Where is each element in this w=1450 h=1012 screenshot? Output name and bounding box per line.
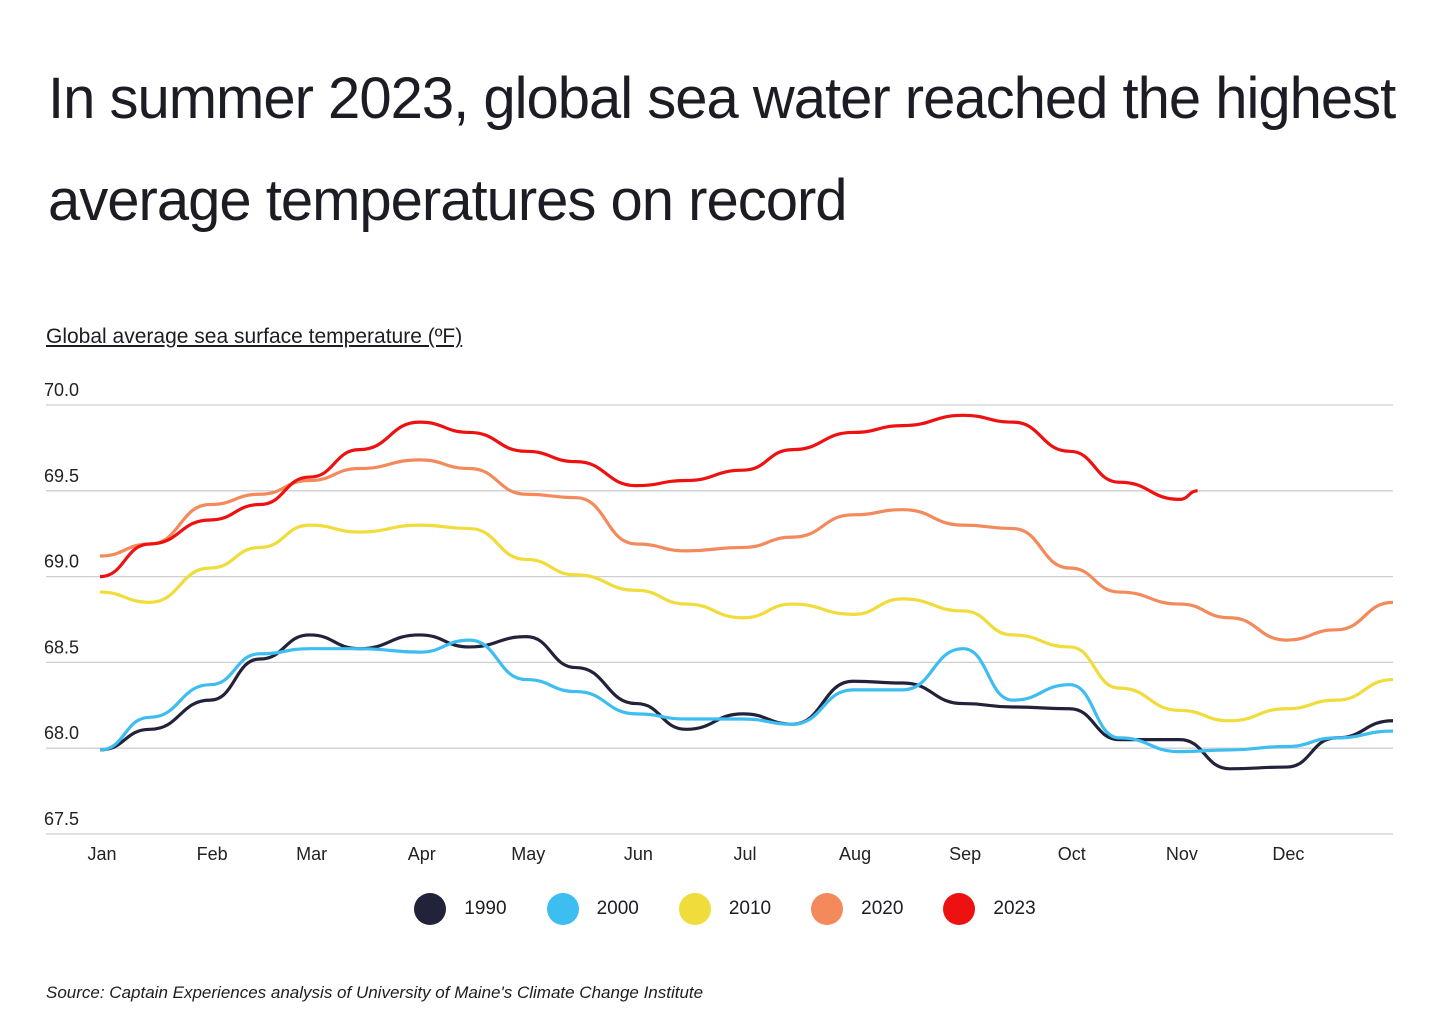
- x-tick-label: Jun: [624, 844, 653, 864]
- legend-label: 2010: [728, 898, 772, 919]
- series-line-1990: [99, 633, 1394, 771]
- x-tick-label: Mar: [296, 844, 327, 864]
- y-tick-label: 67.5: [44, 809, 79, 829]
- x-tick-label: Feb: [197, 844, 228, 864]
- x-tick-label: May: [511, 844, 545, 864]
- x-tick-label: Jan: [87, 844, 116, 864]
- y-tick-label: 69.5: [44, 466, 79, 486]
- x-tick-label: Nov: [1166, 844, 1198, 864]
- legend-swatch-2023: [943, 893, 976, 925]
- legend-item-2010: 2010: [678, 893, 772, 925]
- legend-label: 2020: [861, 898, 904, 919]
- x-tick-label: Oct: [1058, 844, 1086, 864]
- y-tick-label: 69.0: [44, 552, 79, 572]
- x-tick-label: Jul: [733, 844, 756, 864]
- x-tick-label: Apr: [408, 844, 436, 864]
- legend: 1990 2000 2010 2020 2023: [0, 893, 1450, 925]
- series-line-2010: [99, 523, 1394, 723]
- y-axis-label: Global average sea surface temperature (…: [46, 325, 463, 348]
- x-tick-label: Sep: [949, 844, 981, 864]
- legend-swatch-1990: [414, 893, 447, 925]
- legend-label: 2023: [993, 898, 1036, 919]
- legend-item-2020: 2020: [811, 893, 903, 925]
- y-tick-label: 68.5: [44, 637, 79, 657]
- legend-item-1990: 1990: [414, 893, 507, 925]
- legend-swatch-2000: [546, 893, 579, 925]
- line-chart: 70.0 69.5 69.0 68.5 68.0 67.5 Jan Feb Mar Apr May J…: [44, 380, 1394, 864]
- legend-item-2023: 2023: [943, 893, 1036, 925]
- series-line-2020: [99, 458, 1394, 642]
- legend-swatch-2010: [678, 893, 711, 925]
- x-tick-label: Aug: [839, 844, 871, 864]
- chart-title: In summer 2023, global sea water reached…: [48, 66, 1396, 233]
- series-line-2000: [99, 638, 1394, 754]
- y-tick-label: 70.0: [44, 380, 79, 400]
- legend-label: 2000: [596, 898, 639, 919]
- legend-swatch-2020: [811, 893, 844, 925]
- legend-item-2000: 2000: [546, 893, 639, 925]
- series-line-2023: [99, 413, 1198, 579]
- y-tick-label: 68.0: [44, 723, 79, 743]
- source-note: Source: Captain Experiences analysis of …: [46, 983, 704, 1002]
- legend-label: 1990: [464, 898, 507, 919]
- x-tick-label: Dec: [1272, 844, 1304, 864]
